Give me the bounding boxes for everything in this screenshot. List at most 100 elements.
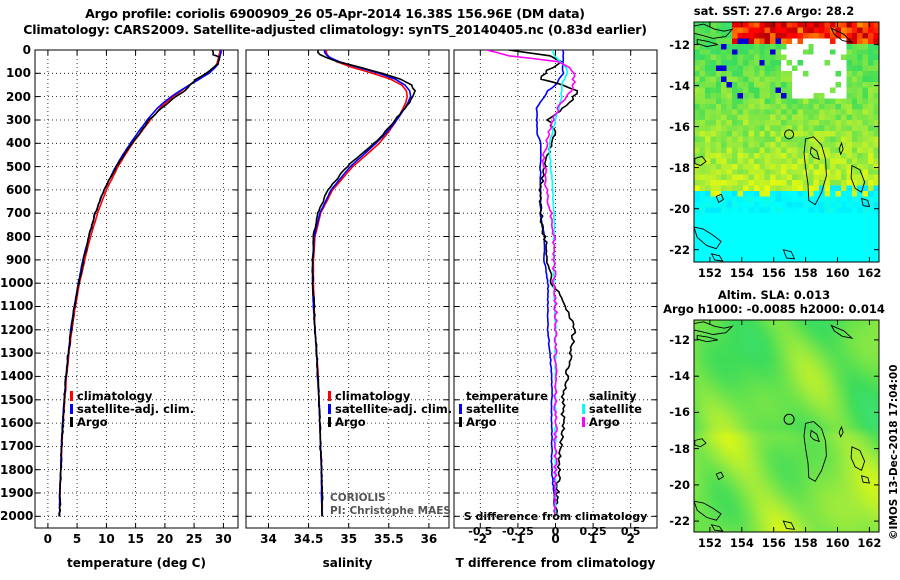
depth-ytick: 100: [5, 66, 31, 81]
legend-swatch: [328, 417, 331, 427]
salinity-xtick: 35.5: [374, 532, 404, 546]
legend-label: Argo: [466, 415, 497, 429]
figure-title-line2: Climatology: CARS2009. Satellite-adjuste…: [23, 22, 647, 37]
sst-lon-tick: 160: [825, 266, 850, 280]
sla-map-plot[interactable]: [660, 288, 895, 578]
s-difference-xtick: -0.25: [502, 525, 534, 538]
difference-legend-item: satellite: [581, 402, 642, 416]
sla-lon-tick: 156: [761, 536, 786, 550]
depth-ytick: 700: [5, 206, 31, 221]
sst-lat-tick: -20: [669, 201, 690, 216]
sla-lat-tick: -18: [669, 441, 690, 456]
legend-label: satellite: [466, 402, 520, 416]
sst-map-title: sat. SST: 27.6 Argo: 28.2: [693, 4, 855, 18]
sst-lat-tick: -18: [669, 160, 690, 175]
legend-swatch: [581, 417, 585, 427]
temperature-legend-item: climatology: [70, 390, 194, 403]
legend-swatch: [459, 404, 462, 414]
temperature-legend: climatology satellite-adj. clim. Argo: [70, 390, 194, 429]
sla-lat-tick: -22: [669, 514, 690, 529]
legend-swatch: [70, 417, 73, 427]
sla-lon-tick: 158: [793, 536, 818, 550]
depth-ytick: 900: [5, 252, 31, 267]
legend-label: satellite-adj. clim.: [77, 402, 195, 416]
sla-lat-tick: -16: [669, 405, 690, 420]
temperature-xtick: 20: [156, 532, 174, 546]
temperature-legend-item: satellite-adj. clim.: [70, 403, 194, 416]
difference-legend-header: salinity: [588, 389, 637, 403]
sla-lon-tick: 152: [697, 536, 722, 550]
sla-map-title-line2: Argo h1000: -0.0085 h2000: 0.014: [663, 302, 885, 316]
legend-swatch: [581, 404, 585, 414]
salinity-xtick: 35: [340, 532, 358, 546]
sla-lat-tick: -12: [669, 332, 690, 347]
temperature-xtick: 5: [72, 532, 82, 546]
legend-swatch: [328, 404, 331, 414]
s-difference-xtick: 0.5: [620, 525, 641, 538]
depth-ytick: 300: [5, 112, 31, 127]
t-difference-xtick: -1: [511, 532, 525, 546]
t-difference-xtick: 0: [551, 532, 560, 546]
legend-swatch: [70, 391, 73, 401]
temperature-plot: [34, 49, 239, 529]
difference-legend-group: salinity satellite Argo: [581, 389, 642, 429]
salinity-difference-axis-label: S difference from climatology: [463, 510, 648, 523]
difference-legend-item: satellite: [459, 403, 548, 416]
sst-lat-tick: -22: [669, 242, 690, 257]
salinity-axis-label: salinity: [322, 556, 373, 570]
depth-ytick: 1200: [0, 322, 34, 337]
legend-label: Argo: [77, 415, 108, 429]
depth-ytick: 1300: [0, 346, 34, 361]
salinity-xtick: 36: [420, 532, 438, 546]
sst-lon-tick: 156: [761, 266, 786, 280]
temperature-difference-axis-label: T difference from climatology: [455, 556, 656, 570]
t-difference-xtick: 1: [588, 532, 598, 546]
s-difference-xtick: 0.25: [579, 525, 607, 538]
legend-label: satellite: [588, 402, 642, 416]
depth-ytick: 1800: [0, 462, 34, 477]
sst-lon-tick: 158: [793, 266, 818, 280]
difference-legend: temperature satellite Argo salinity satellit…: [459, 390, 659, 429]
depth-ytick: 1400: [0, 369, 34, 384]
difference-legend-header: temperature: [466, 389, 548, 403]
depth-ytick: 1900: [0, 486, 34, 501]
salinity-legend: climatology satellite-adj. clim. Argo: [328, 390, 452, 429]
temperature-xtick: 25: [185, 532, 203, 546]
salinity-plot: [245, 49, 450, 529]
sst-lon-tick: 154: [729, 266, 754, 280]
legend-label: Argo: [588, 415, 620, 429]
sla-map-title-line1: Altim. SLA: 0.013: [717, 288, 831, 302]
salinity-legend-item: Argo: [328, 416, 452, 429]
sla-lat-tick: -14: [669, 369, 690, 384]
depth-ytick: 1600: [0, 416, 34, 431]
difference-legend-group: temperature satellite Argo: [459, 390, 548, 429]
sla-lon-tick: 162: [857, 536, 882, 550]
difference-legend-item: Argo: [581, 415, 642, 429]
salinity-legend-item: climatology: [328, 390, 452, 403]
depth-ytick: 400: [5, 136, 31, 151]
depth-ytick: 1100: [0, 299, 34, 314]
sst-lat-tick: -16: [669, 119, 690, 134]
difference-legend-item: Argo: [459, 416, 548, 429]
temperature-panel: 0 5 10 15 20 25 30 0 100 200 300 400 500 600 700 800 90…: [0, 40, 250, 570]
temperature-axis-label: temperature (deg C): [67, 556, 206, 570]
depth-ytick: 1500: [0, 392, 34, 407]
coriolis-credit: CORIOLIS: [330, 492, 386, 504]
difference-plot: [453, 49, 658, 529]
sst-map-plot[interactable]: [660, 4, 895, 289]
depth-ytick: 800: [5, 229, 31, 244]
depth-ytick: 200: [5, 89, 31, 104]
salinity-xtick: 34.5: [293, 532, 324, 546]
figure-title-line1: Argo profile: coriolis 6900909_26 05-Apr…: [85, 6, 585, 21]
s-difference-xtick: 0: [551, 525, 560, 538]
salinity-legend-item: satellite-adj. clim.: [328, 403, 452, 416]
t-difference-xtick: -2: [473, 532, 487, 546]
difference-panel: -2 -1 0 1 2 -0.5 -0.25 0 0.25 0.5 S difference f…: [451, 40, 666, 570]
sst-lon-tick: 152: [697, 266, 722, 280]
temperature-legend-item: Argo: [70, 416, 194, 429]
legend-label: climatology: [77, 389, 153, 403]
depth-ytick: 600: [5, 182, 31, 197]
salinity-panel: 34 34.5 35 35.5 36 salinity climatology satel…: [243, 40, 458, 570]
legend-swatch: [70, 404, 73, 414]
